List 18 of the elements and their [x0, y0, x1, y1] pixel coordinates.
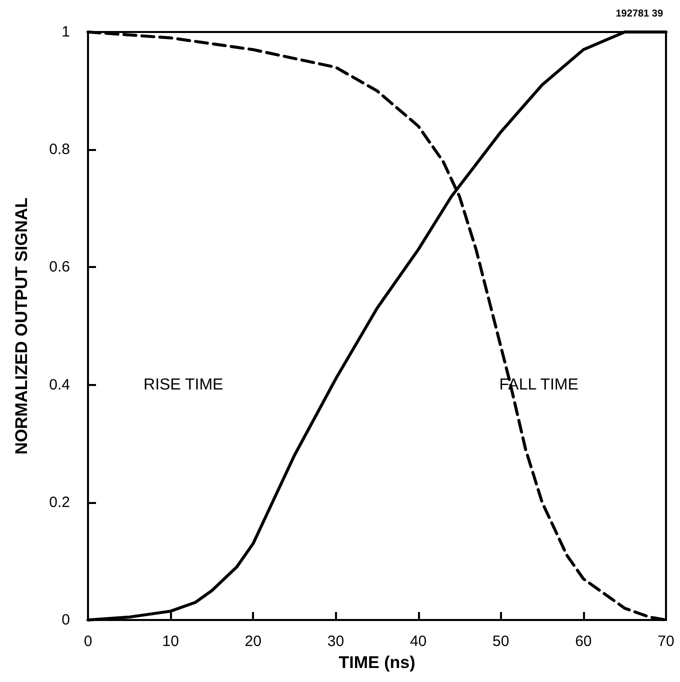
y-tick-label: 0.4: [49, 376, 70, 394]
y-tick-label: 1: [62, 24, 70, 40]
y-axis-title: NORMALIZED OUTPUT SIGNAL: [12, 198, 31, 454]
annotation: RISE TIME: [144, 376, 224, 394]
y-tick-label: 0: [62, 612, 70, 628]
y-tick-label: 0.8: [49, 141, 70, 158]
x-tick-label: 0: [84, 633, 92, 650]
y-tick-label: 0.2: [49, 494, 70, 511]
x-tick-label: 60: [575, 633, 592, 650]
y-tick-label: 0.6: [49, 258, 70, 276]
x-tick-label: 50: [492, 633, 510, 650]
x-axis-title: TIME (ns): [338, 653, 416, 672]
x-tick-label: 30: [327, 633, 344, 650]
x-tick-label: 20: [244, 633, 262, 650]
x-tick-label: 40: [410, 633, 427, 650]
x-tick-label: 70: [658, 633, 674, 650]
x-tick-label: 10: [162, 633, 179, 650]
text: 192781 39: [616, 8, 664, 20]
